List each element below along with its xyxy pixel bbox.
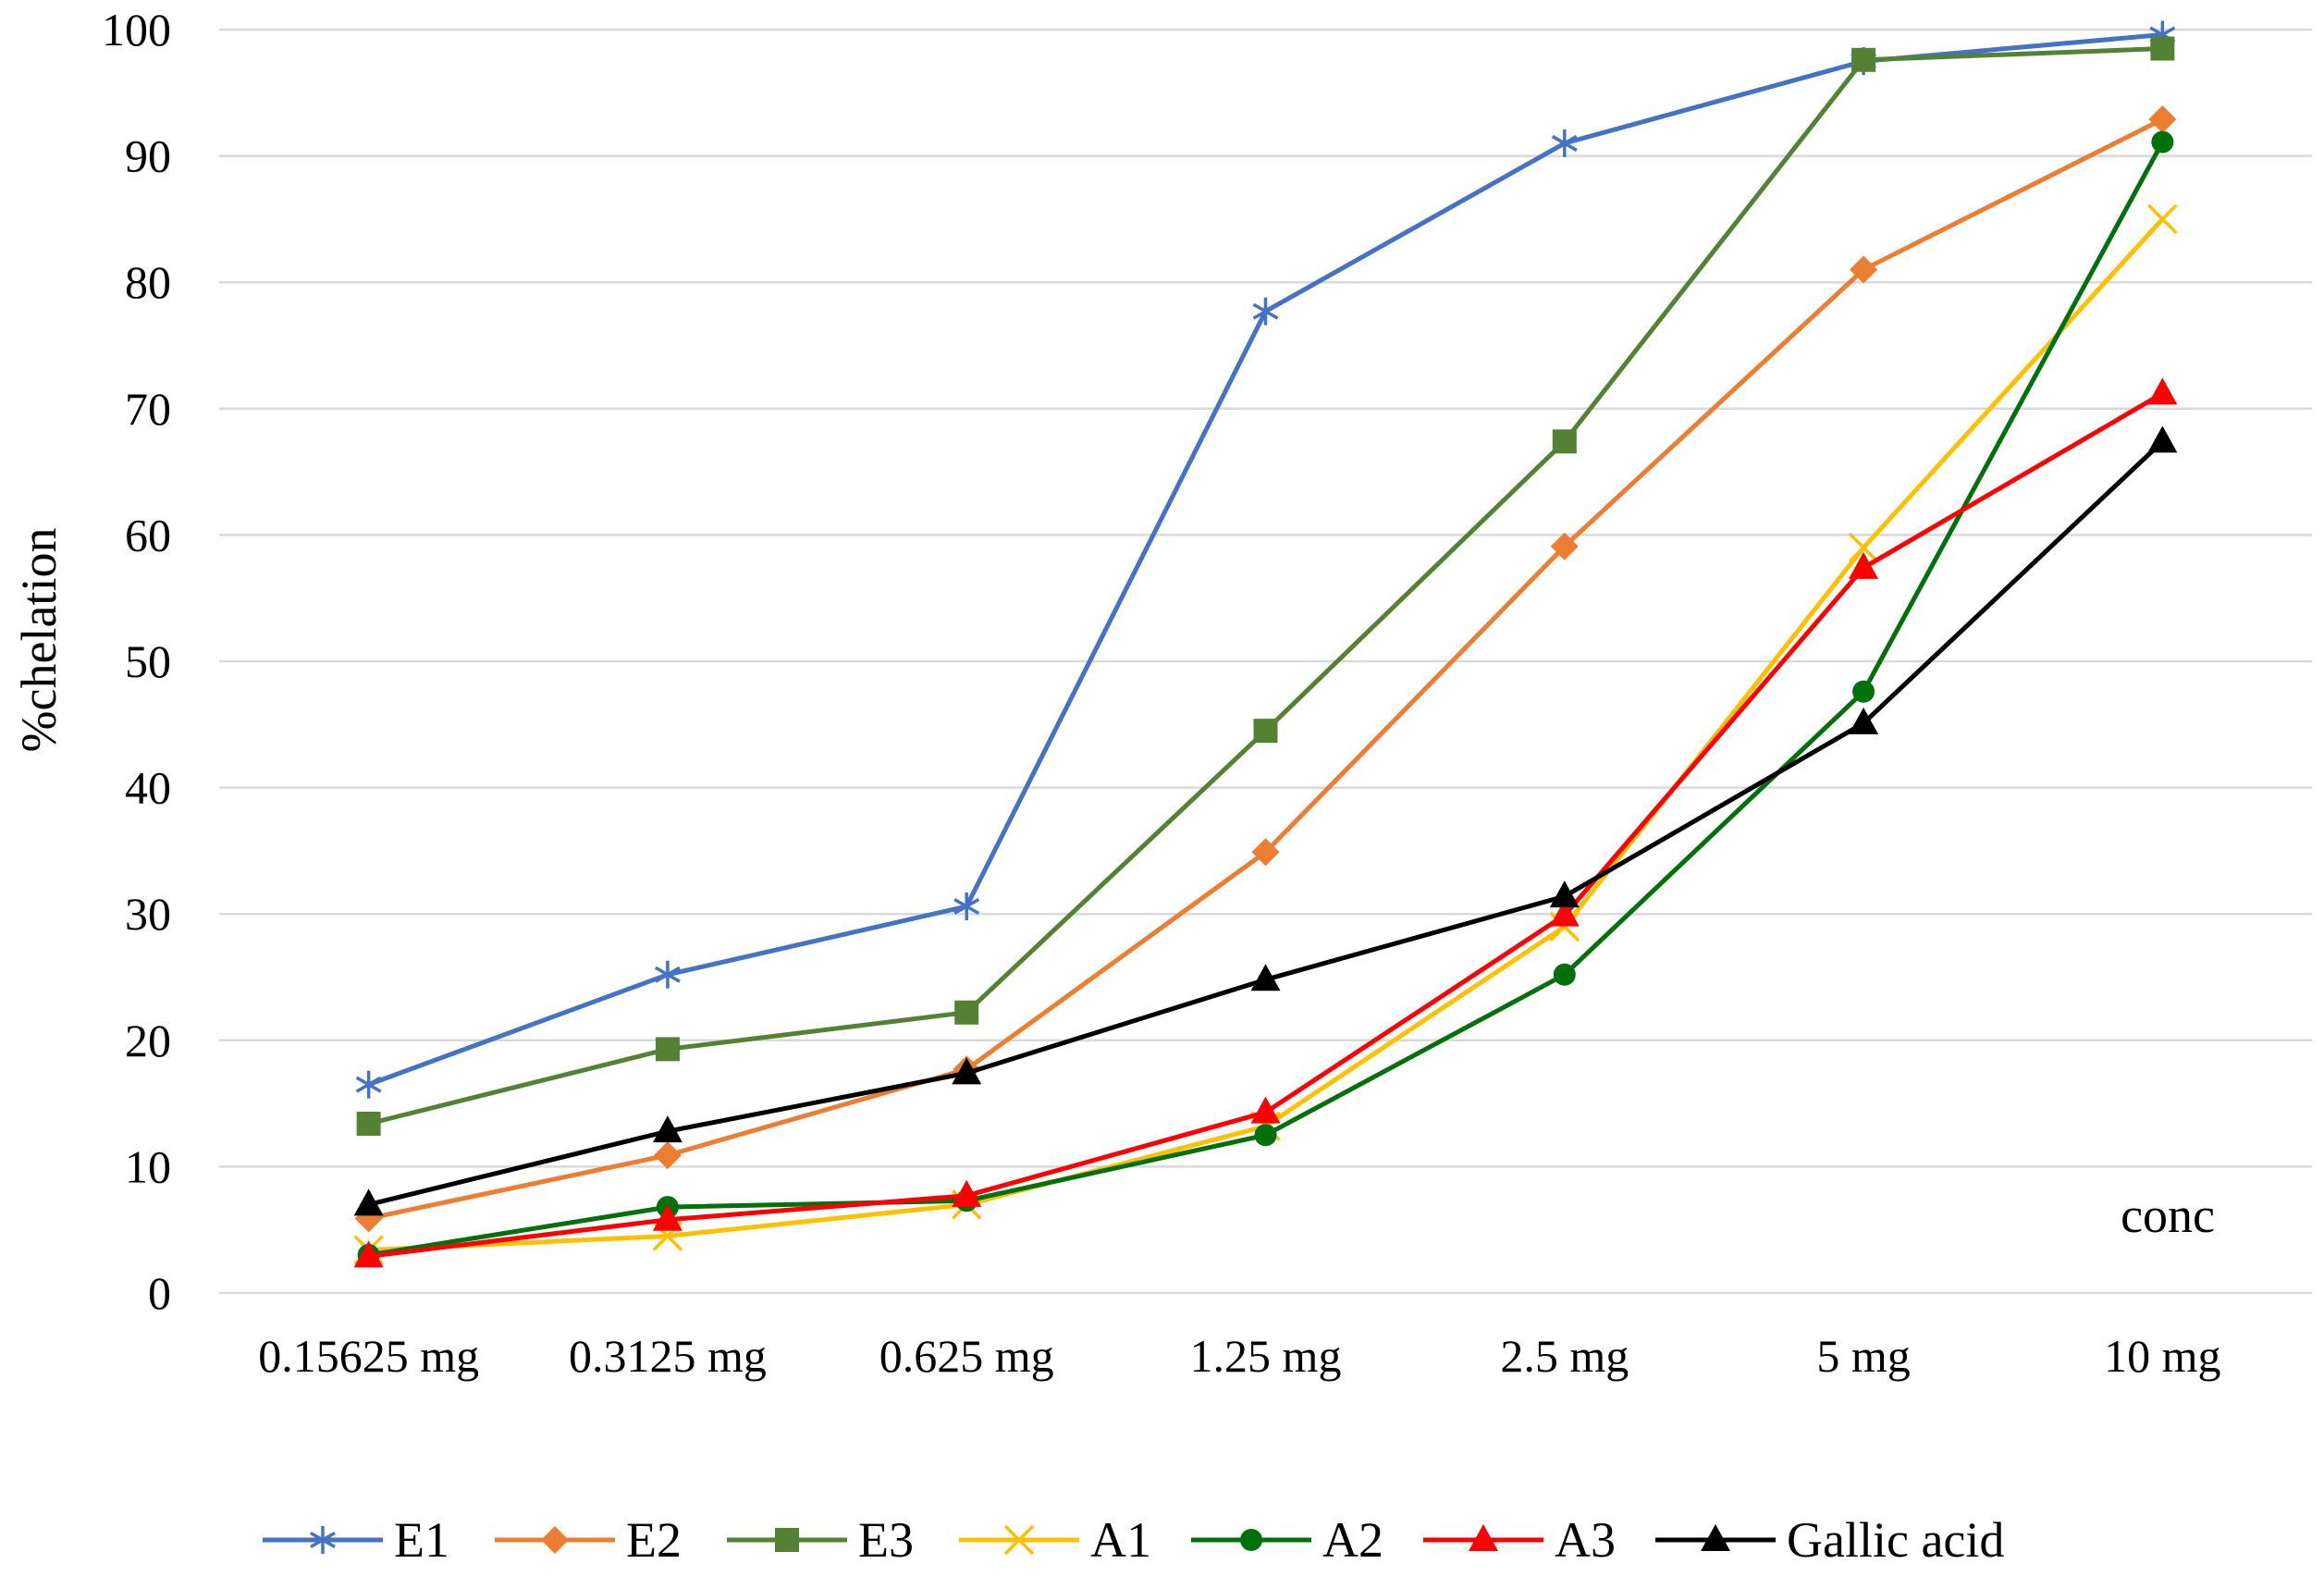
data-point-e1	[1252, 297, 1279, 326]
y-tick-label: 70	[125, 383, 171, 435]
data-point-e1	[1551, 129, 1578, 157]
data-point-a1	[2147, 203, 2178, 235]
data-point-a3	[952, 1179, 982, 1207]
legend-item-e1: E1	[263, 1512, 449, 1568]
data-point-e3	[1552, 429, 1577, 454]
data-point-e3	[655, 1037, 680, 1062]
data-point-gallic-acid	[952, 1057, 982, 1085]
y-tick-label: 40	[125, 762, 171, 814]
legend-label: A3	[1555, 1512, 1616, 1568]
data-point-a3	[1250, 1096, 1281, 1124]
x-tick-label: 0.625 mg	[879, 1330, 1054, 1382]
x-axis-title: conc	[2121, 1188, 2215, 1243]
legend-marker-e1	[310, 1526, 336, 1554]
data-point-gallic-acid	[353, 1188, 384, 1216]
y-tick-label: 10	[125, 1140, 171, 1192]
legend-item-e2: E2	[495, 1512, 682, 1568]
x-tick-label: 0.15625 mg	[258, 1330, 479, 1382]
legend-marker-a1	[1003, 1524, 1035, 1556]
y-tick-label: 80	[125, 256, 171, 308]
legend-marker-a2	[1240, 1529, 1262, 1551]
data-point-e3	[2150, 36, 2175, 61]
y-tick-label: 20	[125, 1015, 171, 1066]
x-tick-label: 5 mg	[1816, 1330, 1910, 1382]
y-axis-tick-labels: 0 10 20 30 40 50 60 70 80 90 100	[102, 4, 171, 1319]
data-point-a1	[1848, 532, 1879, 563]
legend-label: E1	[394, 1512, 449, 1568]
data-point-gallic-acid	[1250, 964, 1281, 991]
data-point-e3	[1851, 47, 1876, 72]
data-point-a2	[2151, 130, 2174, 154]
y-axis-title: %chelation	[11, 528, 67, 753]
y-tick-label: 0	[148, 1267, 171, 1319]
data-series	[353, 20, 2178, 1268]
data-point-e2	[653, 1141, 682, 1170]
legend-item-a2: A2	[1191, 1512, 1383, 1568]
legend-marker-e3	[775, 1528, 799, 1552]
data-point-e3	[1253, 719, 1278, 744]
data-point-e3	[954, 1000, 979, 1025]
legend-label: E2	[626, 1512, 682, 1568]
legend-label: Gallic acid	[1787, 1512, 2004, 1568]
data-point-e2	[1550, 532, 1579, 560]
series-a3	[353, 377, 2178, 1268]
data-point-e1	[355, 1070, 382, 1099]
series-gallic-acid	[353, 425, 2178, 1216]
legend-item-a3: A3	[1423, 1512, 1616, 1568]
y-tick-label: 90	[125, 130, 171, 182]
legend-item-e3: E3	[727, 1512, 914, 1568]
data-point-gallic-acid	[1549, 880, 1580, 908]
legend-label: A1	[1090, 1512, 1151, 1568]
y-tick-label: 100	[102, 4, 171, 55]
y-tick-label: 30	[125, 888, 171, 940]
legend-label: E3	[858, 1512, 914, 1568]
x-tick-label: 10 mg	[2104, 1330, 2220, 1382]
x-tick-label: 0.3125 mg	[569, 1330, 767, 1382]
data-point-a2	[1254, 1124, 1277, 1147]
data-point-gallic-acid	[2147, 425, 2178, 453]
data-point-e2	[1850, 255, 1878, 284]
series-e3	[356, 36, 2175, 1136]
legend-item-gallic-acid: Gallic acid	[1655, 1512, 2004, 1568]
data-point-a3	[1549, 899, 1580, 927]
x-tick-label: 2.5 mg	[1500, 1330, 1629, 1382]
x-axis-tick-labels: 0.15625 mg 0.3125 mg 0.625 mg 1.25 mg 2.5 mg…	[258, 1330, 2220, 1382]
data-point-e2	[2148, 105, 2177, 133]
legend: E1 E2 E3 A1 A2 A3 Gallic acid	[263, 1512, 2004, 1568]
data-point-e1	[953, 893, 980, 921]
y-tick-label: 50	[125, 635, 171, 687]
data-point-a3	[353, 1240, 384, 1268]
data-point-a2	[1553, 963, 1576, 986]
data-point-e1	[655, 960, 681, 989]
y-tick-label: 60	[125, 509, 171, 560]
gridlines	[219, 28, 2312, 1295]
legend-marker-a3	[1469, 1524, 1498, 1551]
data-point-a3	[2147, 377, 2178, 405]
legend-marker-gallic-acid	[1701, 1524, 1730, 1551]
data-point-e2	[1251, 838, 1280, 867]
data-point-gallic-acid	[1849, 707, 1879, 734]
data-point-a2	[1852, 680, 1875, 703]
legend-item-a1: A1	[959, 1512, 1151, 1568]
data-point-gallic-acid	[652, 1115, 682, 1143]
data-point-e3	[356, 1111, 381, 1136]
x-tick-label: 1.25 mg	[1190, 1330, 1342, 1382]
data-point-a3	[1849, 551, 1879, 579]
legend-label: A2	[1322, 1512, 1383, 1568]
data-point-a3	[652, 1203, 682, 1231]
legend-marker-e2	[541, 1526, 569, 1554]
